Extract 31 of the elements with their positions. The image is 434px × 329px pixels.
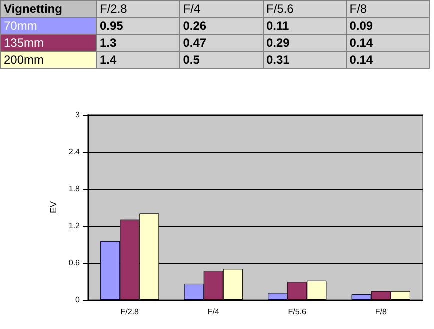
category-label: F/2.8 bbox=[100, 2, 128, 16]
y-tick-label: 0.6 bbox=[68, 258, 81, 268]
data-label: 0.5 bbox=[180, 52, 263, 68]
x-tick-label: F/5.6 bbox=[288, 308, 308, 316]
x-tick-label: F/2.8 bbox=[120, 308, 140, 316]
data-label: 1.4 bbox=[96, 52, 180, 68]
y-axis-title: EV bbox=[48, 201, 58, 214]
text: 200mm bbox=[0, 52, 96, 68]
y-tick-label: 1.2 bbox=[68, 222, 81, 230]
legend-title: Vignetting bbox=[0, 0, 96, 18]
data-label: 0.14 bbox=[346, 34, 430, 52]
data-label: 0.11 bbox=[263, 18, 346, 34]
text: 135mm bbox=[0, 34, 96, 52]
y-tick-label: 2.4 bbox=[68, 148, 81, 156]
data-label: 0.14 bbox=[346, 52, 430, 68]
y-tick-label: 3 bbox=[76, 110, 81, 120]
y-tick-label: 1.8 bbox=[68, 184, 81, 194]
category-label: F/4 bbox=[183, 2, 201, 16]
text: 70mm bbox=[0, 18, 96, 34]
x-tick-label: F/4 bbox=[208, 308, 220, 316]
data-label: 0.47 bbox=[180, 34, 263, 52]
data-label: 0.95 bbox=[96, 18, 180, 34]
category-label: F/5.6 bbox=[266, 2, 294, 16]
category-label: F/8 bbox=[350, 2, 368, 16]
y-tick-label: 0 bbox=[76, 296, 81, 304]
data-label: 0.31 bbox=[263, 52, 346, 68]
x-tick-label: F/8 bbox=[375, 308, 388, 316]
data-label: 0.26 bbox=[180, 18, 263, 34]
data-label: 0.09 bbox=[346, 18, 430, 34]
data-label: 0.29 bbox=[263, 34, 346, 52]
data-label: 1.3 bbox=[96, 34, 180, 52]
